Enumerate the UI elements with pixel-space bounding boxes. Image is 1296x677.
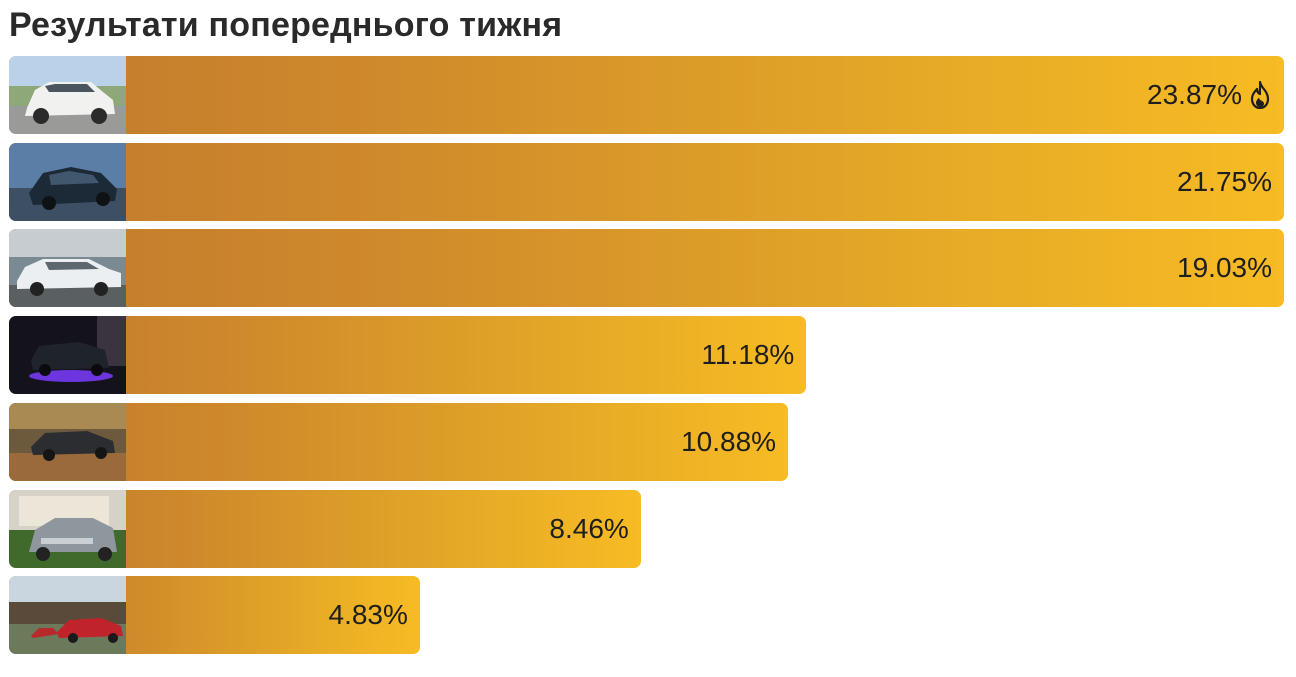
result-bar: 19.03%	[9, 229, 1284, 308]
car-thumbnail	[9, 576, 126, 655]
result-bar: 8.46%	[9, 489, 641, 568]
white-sedan-photo	[9, 229, 126, 308]
result-percentage-text: 10.88%	[681, 425, 777, 457]
result-percentage-text: 23.87%	[1147, 79, 1242, 110]
result-percentage-text: 8.46%	[549, 512, 629, 544]
white-suv-photo	[9, 56, 126, 134]
result-percentage-text: 21.75%	[1177, 165, 1272, 197]
result-percentage: 21.75%	[1177, 143, 1272, 221]
result-bar: 11.18%	[9, 316, 807, 395]
red-sedan-photo	[9, 576, 126, 655]
result-bar: 10.88%	[9, 402, 789, 481]
result-percentage: 23.87%	[1147, 56, 1272, 134]
result-percentage: 4.83%	[329, 576, 408, 654]
car-thumbnail	[9, 229, 126, 308]
car-thumbnail	[9, 489, 126, 568]
result-percentage-text: 19.03%	[1177, 252, 1272, 284]
result-bar: 4.83%	[9, 576, 420, 655]
result-percentage-text: 4.83%	[328, 599, 408, 631]
result-percentage-text: 11.18%	[701, 339, 795, 371]
result-percentage: 19.03%	[1177, 229, 1272, 307]
car-thumbnail	[9, 316, 126, 395]
result-percentage: 11.18%	[701, 316, 794, 394]
car-thumbnail	[9, 402, 126, 481]
dark-hatchback-photo	[9, 142, 126, 221]
dark-sedan-autumn-photo	[9, 402, 126, 481]
fire-icon	[1248, 81, 1272, 109]
result-bar: 21.75%	[9, 142, 1284, 221]
silver-wagon-photo	[9, 489, 126, 568]
result-bar: 23.87%	[9, 56, 1284, 134]
car-thumbnail	[9, 142, 126, 221]
car-thumbnail	[9, 56, 126, 134]
car-with-purple-underglow-photo	[9, 316, 126, 395]
result-percentage: 10.88%	[681, 403, 776, 481]
result-percentage: 8.46%	[549, 490, 628, 568]
page-title: Результати попереднього тижня	[9, 6, 563, 44]
